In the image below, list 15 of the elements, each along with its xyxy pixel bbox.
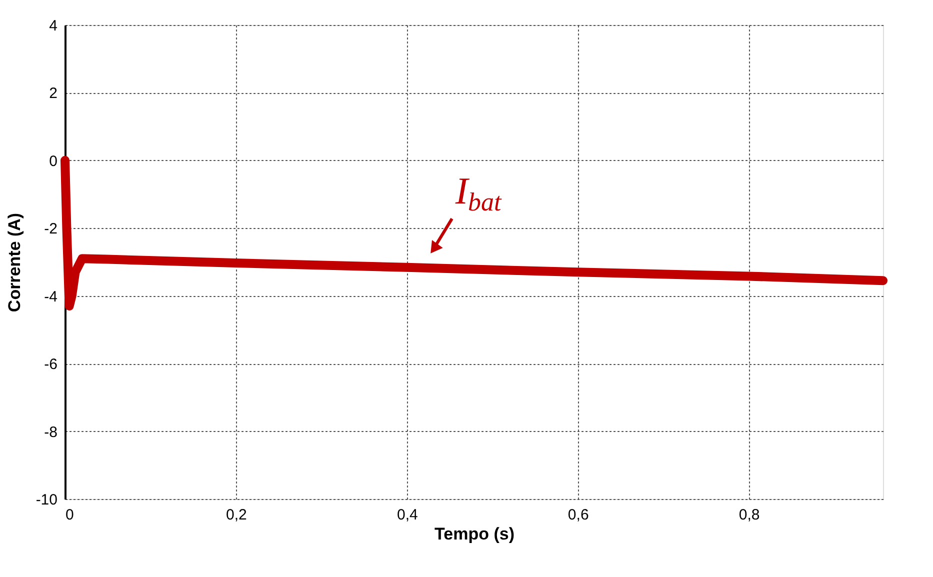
- x-tick-label: 0,4: [396, 506, 418, 524]
- x-tick-label: 0: [66, 506, 74, 524]
- y-tick-label: -6: [44, 356, 58, 374]
- x-tick-label: 0,2: [226, 506, 247, 524]
- y-tick-label: -2: [44, 220, 58, 238]
- y-tick-label: 0: [49, 152, 58, 170]
- x-tick-label: 0,8: [738, 506, 760, 524]
- y-tick-label: 2: [49, 85, 58, 102]
- x-tick-label: 0,6: [568, 506, 589, 524]
- y-tick-label: -8: [44, 424, 58, 441]
- x-axis-title: Tempo (s): [434, 524, 514, 544]
- y-tick-label: 4: [49, 18, 58, 34]
- y-tick-label: -4: [44, 288, 58, 306]
- y-tick-label: -10: [36, 492, 58, 508]
- y-axis-title: Corrente (A): [4, 212, 24, 312]
